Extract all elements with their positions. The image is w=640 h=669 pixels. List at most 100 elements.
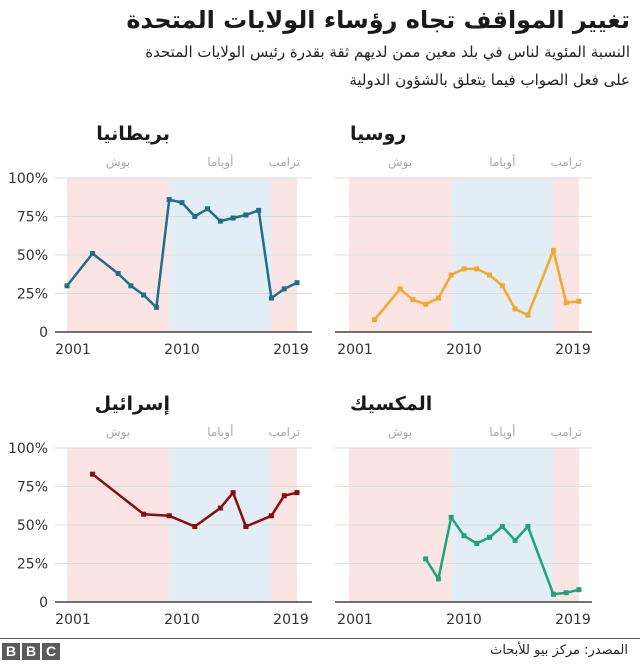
y-tick-label: 75%	[17, 210, 48, 226]
data-point-marker	[525, 312, 531, 318]
y-tick-label: 100%	[8, 171, 48, 187]
data-point-marker	[230, 490, 236, 496]
data-point-marker	[576, 298, 582, 304]
chart-panel-israel: بوش أوباما ترامب 0 25% 50% 75% 100% 2001 2010 2019…	[0, 390, 320, 630]
x-tick-label: 2001	[337, 342, 373, 358]
data-point-marker	[550, 247, 556, 253]
era-label: بوش	[388, 155, 412, 170]
data-point-marker	[115, 270, 121, 276]
era-label: أوباما	[207, 154, 233, 170]
x-tick-label: 2010	[164, 612, 200, 628]
era-label: ترامب	[550, 155, 582, 170]
bbc-logo-letter: B	[22, 643, 40, 660]
panel-title-russia: روسيا	[350, 123, 407, 145]
era-label: بوش	[388, 425, 412, 440]
data-point-marker	[268, 513, 274, 519]
data-point-marker	[243, 524, 249, 530]
y-tick-label: 0	[39, 325, 48, 341]
panel-title-mexico: المكسيك	[350, 393, 433, 415]
data-point-marker	[90, 250, 96, 256]
data-point-marker	[141, 511, 147, 517]
era-label: أوباما	[207, 424, 233, 440]
data-point-marker	[487, 534, 493, 540]
data-point-marker	[397, 286, 403, 292]
data-point-marker	[474, 540, 480, 546]
page-title: تغيير المواقف تجاه رؤساء الولايات المتحد…	[126, 6, 630, 34]
x-tick-label: 2010	[446, 612, 482, 628]
data-point-marker	[90, 471, 96, 477]
data-point-marker	[64, 283, 70, 289]
x-tick-label: 2010	[446, 342, 482, 358]
x-tick-label: 2019	[273, 612, 309, 628]
x-tick-label: 2010	[164, 342, 200, 358]
y-tick-label: 25%	[17, 287, 48, 303]
data-point-marker	[499, 524, 505, 530]
data-point-marker	[166, 513, 172, 519]
data-point-marker	[435, 576, 441, 582]
x-tick-label: 2001	[337, 612, 373, 628]
data-point-marker	[474, 266, 480, 272]
x-tick-label: 2019	[273, 342, 309, 358]
x-tick-label: 2019	[555, 342, 591, 358]
data-point-marker	[141, 292, 147, 298]
data-point-marker	[448, 514, 454, 520]
y-tick-label: 75%	[17, 480, 48, 496]
chart-panel-russia: بوش أوباما ترامب 2001 2010 2019 روسيا	[320, 120, 640, 360]
y-tick-label: 50%	[17, 518, 48, 534]
data-point-marker	[281, 286, 287, 292]
data-point-marker	[294, 490, 300, 496]
era-label: أوباما	[489, 154, 515, 170]
data-point-marker	[576, 587, 582, 593]
data-point-marker	[499, 283, 505, 289]
era-label: ترامب	[268, 155, 300, 170]
subtitle-line-1: النسبة المئوية لناس في بلد معين ممن لديه…	[145, 43, 630, 61]
y-tick-label: 0	[39, 595, 48, 611]
panel-title-israel: إسرائيل	[94, 393, 170, 415]
data-point-marker	[192, 214, 198, 219]
x-tick-label: 2019	[555, 612, 591, 628]
data-point-marker	[563, 590, 569, 596]
data-point-marker	[128, 283, 134, 289]
data-point-marker	[372, 317, 378, 323]
line-chart-svg: بوش أوباما ترامب 0 25% 50% 75% 100% 2001 2010 2019	[8, 154, 312, 358]
panel-title-uk: بريطانيا	[96, 123, 170, 145]
data-line	[91, 473, 298, 528]
data-point-marker	[256, 207, 262, 213]
data-point-marker	[205, 206, 211, 212]
data-point-marker	[512, 537, 518, 543]
line-chart-svg: بوش أوباما ترامب 2001 2010 2019	[335, 424, 592, 628]
y-tick-label: 25%	[17, 557, 48, 573]
data-point-marker	[192, 524, 198, 530]
data-point-marker	[268, 295, 274, 301]
data-point-marker	[281, 493, 287, 499]
data-point-marker	[153, 304, 159, 310]
x-tick-label: 2001	[55, 612, 91, 628]
chart-panel-uk: بوش أوباما ترامب 0 25% 50% 75% 100% 2001 2010 2019…	[0, 120, 320, 360]
chart-panel-mexico: بوش أوباما ترامب 2001 2010 2019 المكسيك	[320, 390, 640, 630]
y-tick-label: 50%	[17, 248, 48, 264]
data-point-marker	[461, 533, 467, 539]
bbc-logo: B B C	[2, 643, 60, 660]
data-point-marker	[448, 272, 454, 278]
data-point-marker	[423, 556, 429, 562]
era-label: بوش	[106, 425, 130, 440]
era-label: بوش	[106, 155, 130, 170]
subtitle-line-2: على فعل الصواب فيما يتعلق بالشؤون الدولي…	[349, 71, 630, 89]
data-point-marker	[230, 215, 236, 221]
era-label: ترامب	[550, 425, 582, 440]
line-chart-svg: بوش أوباما ترامب 0 25% 50% 75% 100% 2001 2010 2019	[8, 424, 312, 628]
data-point-marker	[525, 524, 531, 530]
data-point-marker	[294, 280, 300, 286]
data-point-marker	[512, 306, 518, 312]
data-point-marker	[487, 272, 493, 278]
data-point-marker	[563, 300, 569, 306]
data-point-marker	[179, 200, 185, 206]
x-tick-label: 2001	[55, 342, 91, 358]
chart-header: تغيير المواقف تجاه رؤساء الولايات المتحد…	[10, 2, 630, 94]
bbc-logo-letter: B	[2, 643, 20, 660]
footer-divider	[0, 638, 640, 639]
bbc-logo-letter: C	[42, 643, 60, 660]
data-point-marker	[435, 295, 441, 301]
line-chart-svg: بوش أوباما ترامب 2001 2010 2019	[335, 154, 592, 358]
data-point-marker	[410, 297, 416, 303]
